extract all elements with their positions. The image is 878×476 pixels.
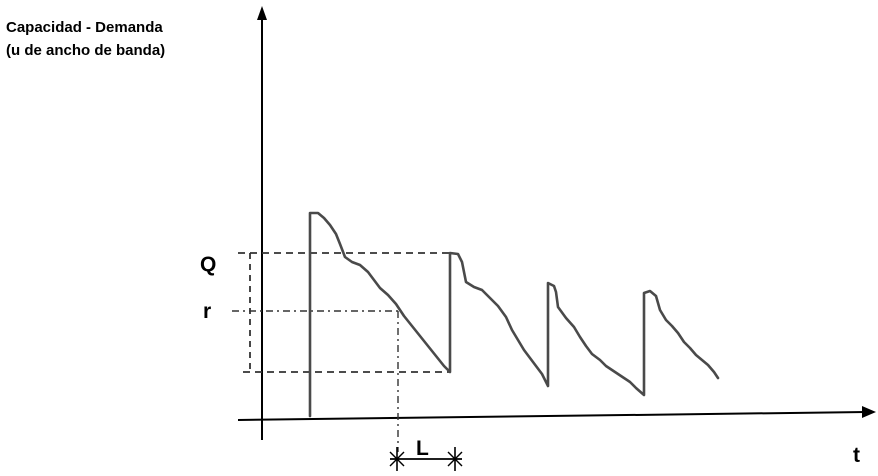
- q-label: Q: [200, 253, 216, 276]
- y-axis-label-line2: (u de ancho de banda): [6, 42, 165, 59]
- y-axis-label-line1: Capacidad - Demanda: [6, 19, 163, 36]
- x-axis: [237, 406, 876, 421]
- l-label: L: [416, 437, 429, 460]
- x-axis-label: t: [853, 444, 860, 467]
- r-label: r: [203, 300, 211, 323]
- l-interval-marker: [389, 447, 463, 471]
- y-axis: [257, 6, 267, 440]
- sawtooth-curve: [308, 211, 720, 418]
